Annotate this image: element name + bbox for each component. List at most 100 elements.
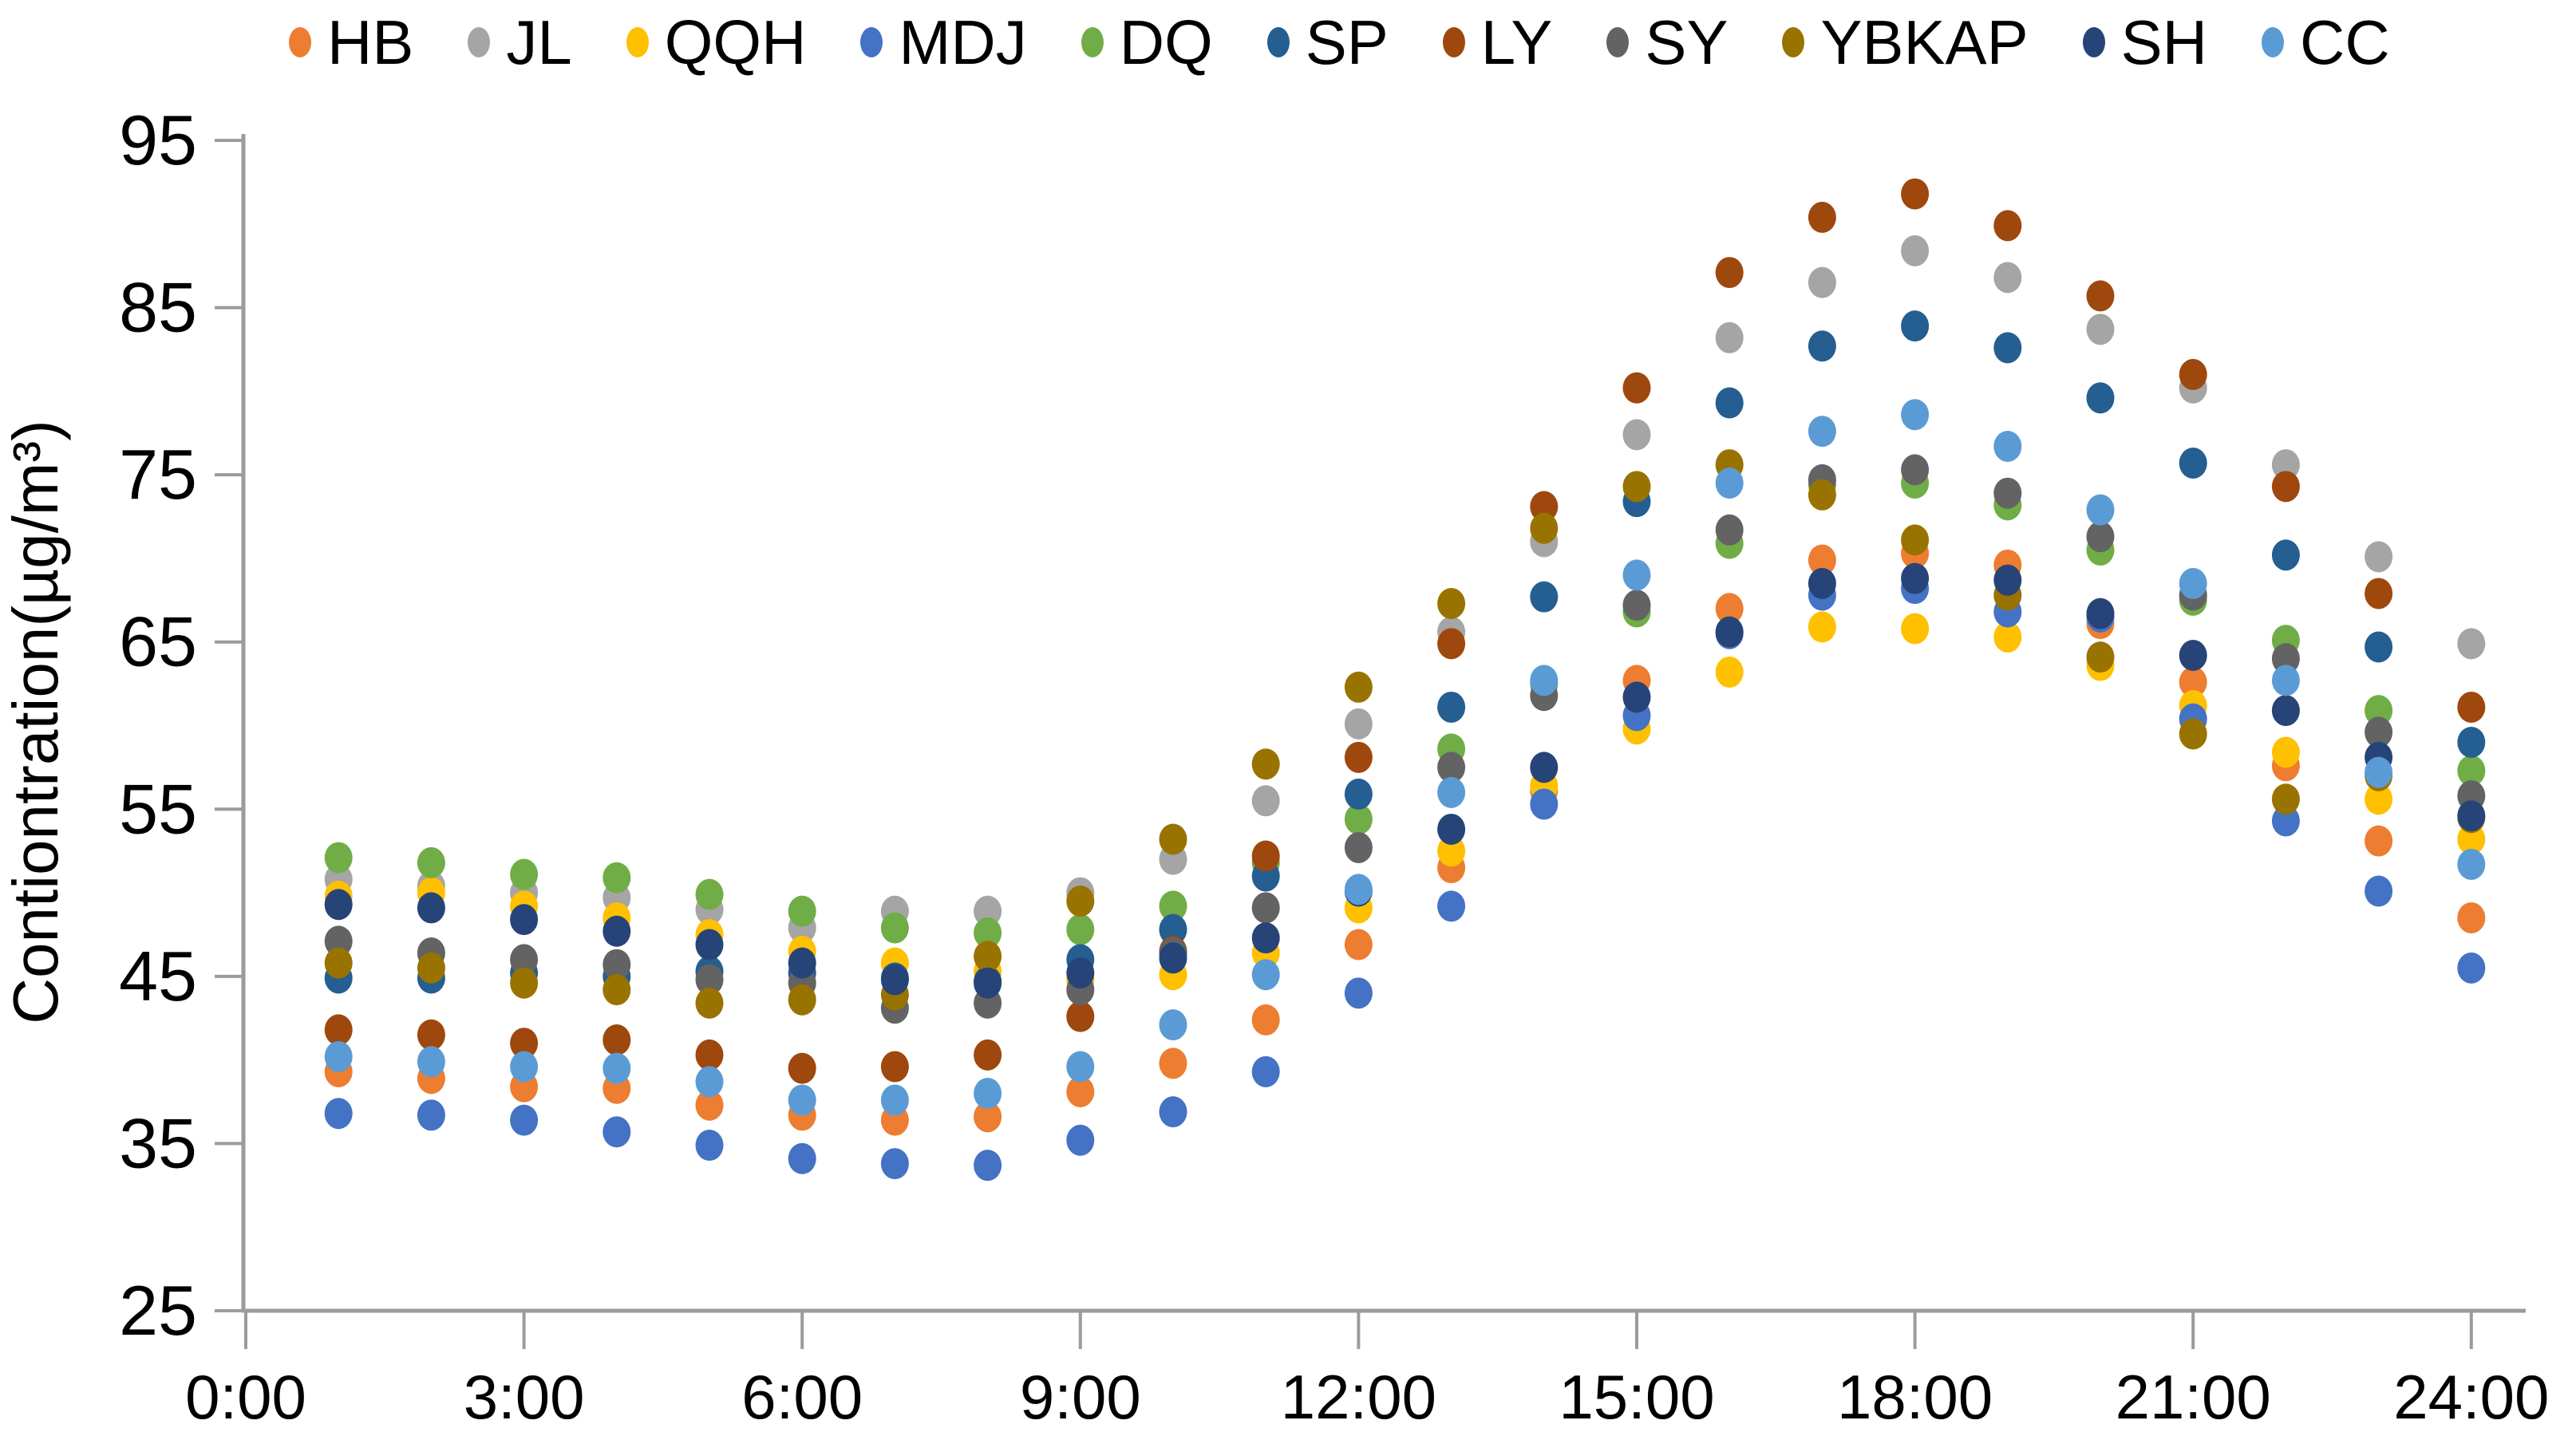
data-point-SH [2457,800,2486,832]
data-point-YBKAP [1901,524,1930,556]
data-point-SH [1437,813,1466,845]
data-point-DQ [880,912,909,944]
legend-label: HB [327,7,414,77]
data-point-QQH [2271,736,2300,768]
data-point-LY [2086,280,2115,312]
data-point-YBKAP [1251,748,1280,780]
data-point-DQ [510,858,539,890]
data-point-LY [788,1052,816,1084]
data-point-JL [2086,314,2115,345]
data-point-SH [2179,639,2207,671]
legend-label: QQH [664,7,807,77]
data-point-SH [974,967,1002,999]
data-point-LY [1344,741,1373,773]
legend-marker-icon [1606,27,1630,57]
legend-label: SY [1645,7,1729,77]
data-point-HB [974,1101,1002,1133]
data-point-SY [1715,514,1744,546]
data-point-SY [324,925,353,957]
data-point-DQ [1159,890,1187,922]
data-point-DQ [1066,913,1095,945]
data-point-LY [1530,491,1559,523]
y-axis-title: Contiontration(µg/m³) [0,420,71,1024]
x-tick-label: 9:00 [1020,1362,1141,1432]
data-point-DQ [788,895,816,927]
data-point-MDJ [880,1148,909,1180]
legend-label: JL [506,7,572,77]
data-point-SY [2086,521,2115,553]
data-point-CC [1251,959,1280,991]
y-tick-label: 75 [119,435,197,514]
data-point-QQH [1901,613,1930,645]
x-tick-label: 15:00 [1559,1362,1714,1432]
data-point-SP [1530,581,1559,613]
data-point-SP [2179,447,2207,479]
data-point-QQH [2365,783,2393,815]
data-point-CC [1715,468,1744,499]
y-tick-label: 45 [119,937,197,1016]
data-point-YBKAP [324,947,353,979]
data-point-MDJ [1159,1096,1187,1128]
data-point-CC [1808,416,1836,448]
legend-marker-icon [626,27,649,57]
data-point-CC [2365,756,2393,788]
data-point-SP [1159,913,1187,945]
data-point-LY [2271,471,2300,503]
data-point-DQ [695,878,724,910]
data-point-HB [2365,825,2393,857]
legend-item-DQ: DQ [1081,11,1213,73]
data-point-HB [1251,1004,1280,1036]
data-point-JL [1901,235,1930,266]
data-point-LY [880,1051,909,1083]
data-point-SY [603,949,631,980]
data-point-JL [1344,708,1373,740]
legend-marker-icon [1081,27,1104,57]
data-point-CC [1901,399,1930,431]
x-tick-label: 12:00 [1281,1362,1436,1432]
legend-label: YBKAP [1820,7,2029,77]
data-point-DQ [2365,695,2393,727]
data-point-CC [603,1052,631,1084]
y-tick-label: 85 [119,268,197,347]
data-point-MDJ [1344,977,1373,1009]
data-point-YBKAP [510,967,539,999]
data-point-SH [2086,598,2115,629]
data-point-YBKAP [695,987,724,1019]
data-point-SP [2457,726,2486,758]
data-point-SY [1251,892,1280,924]
data-point-SY [1437,752,1466,783]
data-point-SH [417,892,445,924]
data-point-MDJ [417,1099,445,1131]
legend-item-LY: LY [1442,11,1552,73]
data-point-JL [1993,262,2022,294]
data-point-MDJ [510,1104,539,1136]
legend-item-SH: SH [2082,11,2207,73]
data-point-MDJ [603,1116,631,1148]
legend-marker-icon [1266,27,1290,57]
chart-legend: HB JL QQH MDJ DQ SP LY SY YBKAP SH CC [289,11,2390,73]
legend-item-JL: JL [468,7,572,77]
legend-marker-icon [289,27,311,57]
legend-item-SY: SY [1606,11,1728,73]
data-point-SH [788,947,816,979]
data-point-MDJ [788,1142,816,1174]
data-point-SY [2271,643,2300,675]
data-point-CC [1344,874,1373,905]
data-point-YBKAP [2086,641,2115,673]
data-point-MDJ [2365,875,2393,907]
legend-marker-icon [1442,27,1465,57]
data-point-JL [1808,266,1836,298]
data-point-MDJ [974,1150,1002,1182]
data-point-SH [603,915,631,947]
data-point-SH [1715,616,1744,648]
data-point-QQH [2457,823,2486,855]
data-point-SP [1715,387,1744,419]
data-point-SP [1808,330,1836,362]
legend-marker-icon [2082,27,2105,57]
legend-marker-icon [2261,27,2284,57]
y-tick-label: 95 [119,101,197,180]
data-point-SH [1159,942,1187,974]
legend-marker-icon [468,27,491,57]
